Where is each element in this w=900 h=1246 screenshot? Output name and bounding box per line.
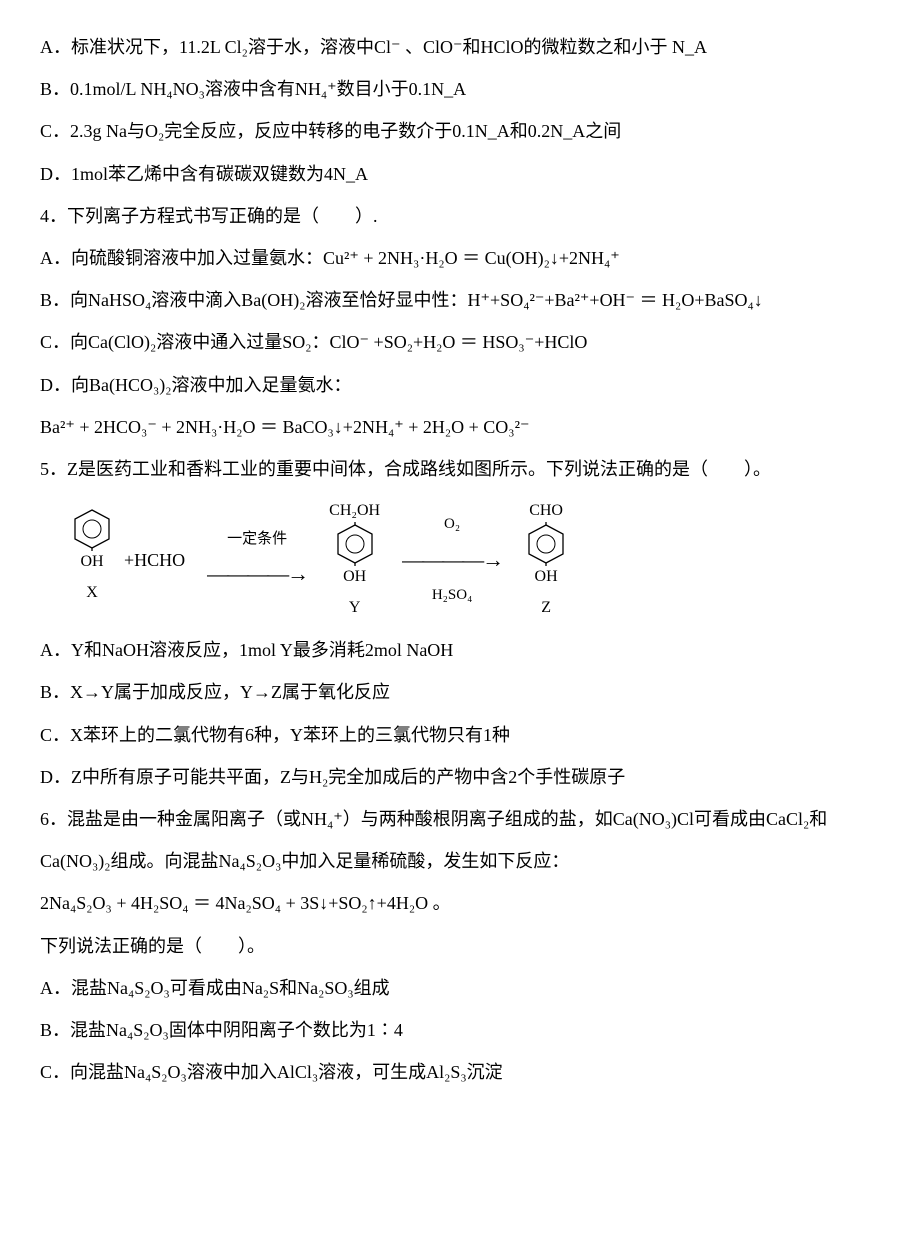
q5-opt-d: D．Z中所有原子可能共平面，Z与H₂完全加成后的产物中含2个手性碳原子 [40, 760, 860, 794]
mol-x: OH X [70, 511, 114, 608]
q6-stem-2: Ca(NO₃)₂组成。向混盐Na₄S₂O₃中加入足量稀硫酸，发生如下反应： [40, 844, 860, 878]
mol-z: CHO OH Z [524, 496, 568, 623]
q5-stem: 5．Z是医药工业和香料工业的重要中间体，合成路线如图所示。下列说法正确的是（ ）… [40, 452, 860, 486]
arrow-1: 一定条件 ――――→ [207, 525, 307, 595]
plus-hcho: +HCHO [124, 543, 185, 577]
benzene-ring-icon [524, 522, 568, 566]
arrow-icon: ――――→ [402, 539, 502, 581]
arrow-1-label: 一定条件 [227, 525, 287, 554]
q6-opt-b: B．混盐Na₄S₂O₃固体中阴阳离子个数比为1∶4 [40, 1013, 860, 1047]
q5-diagram: OH X +HCHO 一定条件 ――――→ CH₂OH OH Y O₂ ――――… [70, 496, 860, 623]
q6-stem-3: 下列说法正确的是（ ）。 [40, 929, 860, 963]
q4-opt-b: B．向NaHSO₄溶液中滴入Ba(OH)₂溶液至恰好显中性：H⁺+SO₄²⁻+B… [40, 283, 860, 317]
benzene-ring-icon [333, 522, 377, 566]
arrow-icon: ――――→ [207, 553, 307, 595]
q5-opt-c: C．X苯环上的二氯代物有6种，Y苯环上的三氯代物只有1种 [40, 718, 860, 752]
mol-z-bot: OH [535, 562, 558, 592]
q5-opt-b: B．X→Y属于加成反应，Y→Z属于氧化反应 [40, 675, 860, 709]
mol-x-label: X [86, 578, 98, 608]
q5-opt-a: A．Y和NaOH溶液反应，1mol Y最多消耗2mol NaOH [40, 633, 860, 667]
q3-opt-c: C．2.3g Na与O₂完全反应，反应中转移的电子数介于0.1N_A和0.2N_… [40, 114, 860, 148]
benzene-ring-icon [70, 507, 114, 551]
mol-y-bot: OH [343, 562, 366, 592]
mol-z-label: Z [541, 593, 551, 623]
q4-opt-d: D．向Ba(HCO₃)₂溶液中加入足量氨水： [40, 368, 860, 402]
arrow-2-bot: H₂SO₄ [432, 581, 472, 610]
q6-stem-1: 6．混盐是由一种金属阳离子（或NH₄⁺）与两种酸根阴离子组成的盐，如Ca(NO₃… [40, 802, 860, 836]
q4-opt-d-eq: Ba²⁺ + 2HCO₃⁻ + 2NH₃·H₂O ＝ BaCO₃↓+2NH₄⁺ … [40, 410, 860, 444]
q6-opt-c: C．向混盐Na₄S₂O₃溶液中加入AlCl₃溶液，可生成Al₂S₃沉淀 [40, 1055, 860, 1089]
arrow-2: O₂ ――――→ H₂SO₄ [402, 510, 502, 609]
q3-opt-b: B．0.1mol/L NH₄NO₃溶液中含有NH₄⁺数目小于0.1N_A [40, 72, 860, 106]
q4-stem: 4．下列离子方程式书写正确的是（ ）. [40, 199, 860, 233]
mol-y: CH₂OH OH Y [329, 496, 380, 623]
arrow-2-top: O₂ [444, 510, 460, 539]
mol-x-bot: OH [80, 547, 103, 577]
mol-y-label: Y [349, 593, 361, 623]
q3-opt-a: A．标准状况下，11.2L Cl₂溶于水，溶液中Cl⁻ 、ClO⁻和HClO的微… [40, 30, 860, 64]
q4-opt-c: C．向Ca(ClO)₂溶液中通入过量SO₂：ClO⁻ +SO₂+H₂O ＝ HS… [40, 325, 860, 359]
q4-opt-a: A．向硫酸铜溶液中加入过量氨水：Cu²⁺ + 2NH₃·H₂O ＝ Cu(OH)… [40, 241, 860, 275]
q6-eq: 2Na₄S₂O₃ + 4H₂SO₄ ＝ 4Na₂SO₄ + 3S↓+SO₂↑+4… [40, 886, 860, 920]
q6-opt-a: A．混盐Na₄S₂O₃可看成由Na₂S和Na₂SO₃组成 [40, 971, 860, 1005]
q3-opt-d: D．1mol苯乙烯中含有碳碳双键数为4N_A [40, 157, 860, 191]
